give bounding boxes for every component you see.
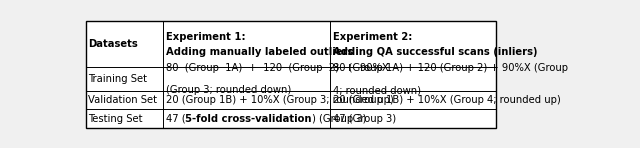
Text: ) (Group 3): ) (Group 3) bbox=[312, 114, 366, 124]
Text: 47 (: 47 ( bbox=[166, 114, 186, 124]
Text: Experiment 1:: Experiment 1: bbox=[166, 32, 245, 42]
Bar bbox=[86, 21, 495, 128]
Text: Validation Set: Validation Set bbox=[88, 95, 157, 105]
Text: Training Set: Training Set bbox=[88, 74, 147, 84]
Text: 20 (Group 1B) + 10%X (Group 3; rounded up): 20 (Group 1B) + 10%X (Group 3; rounded u… bbox=[166, 95, 394, 105]
Text: 47 (Group 3): 47 (Group 3) bbox=[333, 114, 396, 124]
Text: 80 (Group 1A) + 120 (Group 2) + 90%X (Group: 80 (Group 1A) + 120 (Group 2) + 90%X (Gr… bbox=[333, 63, 568, 73]
Text: (Group 3; rounded down): (Group 3; rounded down) bbox=[166, 85, 291, 95]
Text: 20 (Group 1B) + 10%X (Group 4; rounded up): 20 (Group 1B) + 10%X (Group 4; rounded u… bbox=[333, 95, 561, 105]
Text: Adding QA successful scans (inliers): Adding QA successful scans (inliers) bbox=[333, 47, 538, 57]
Text: Testing Set: Testing Set bbox=[88, 114, 143, 124]
Text: 4; rounded down): 4; rounded down) bbox=[333, 85, 421, 95]
Text: Experiment 2:: Experiment 2: bbox=[333, 32, 412, 42]
Text: Datasets: Datasets bbox=[88, 39, 138, 49]
Text: 5-fold cross-validation: 5-fold cross-validation bbox=[186, 114, 312, 124]
Text: Adding manually labeled outliers: Adding manually labeled outliers bbox=[166, 47, 353, 57]
Bar bbox=[86, 21, 495, 128]
Text: 80  (Group  1A)  +  120  (Group  2)  +  90%X: 80 (Group 1A) + 120 (Group 2) + 90%X bbox=[166, 63, 388, 73]
